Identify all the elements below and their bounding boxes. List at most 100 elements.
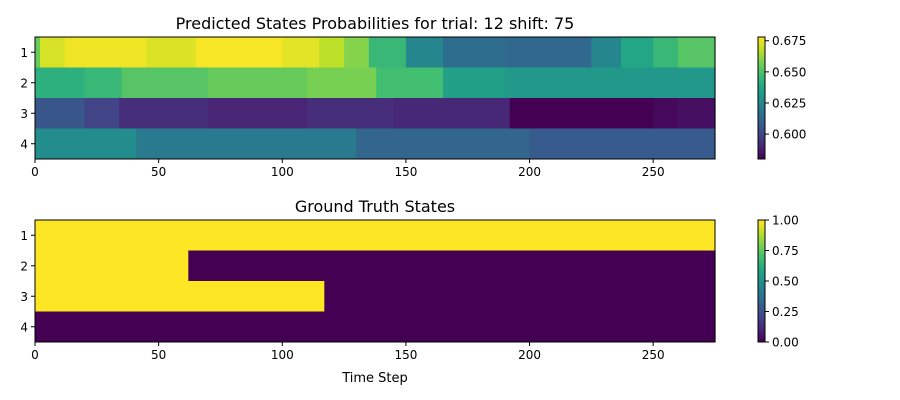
colorbar-tick-label: 0.650	[772, 65, 806, 79]
colorbar-gradient-step	[758, 45, 765, 48]
heatmap-cell-row3-seg1	[324, 281, 716, 312]
colorbar-gradient-step	[758, 104, 765, 107]
heatmap-cell-row2-seg7	[504, 67, 716, 99]
x-tick-label: 0	[31, 165, 39, 179]
colorbar-gradient-step	[758, 41, 765, 44]
colorbar-gradient-step	[758, 252, 765, 256]
colorbar-gradient-step	[758, 234, 765, 237]
y-tick-label: 4	[20, 320, 28, 334]
heatmap-cell-row3-seg3	[208, 98, 308, 129]
x-tick-label: 50	[151, 165, 166, 179]
colorbar-gradient-step	[758, 65, 765, 68]
colorbar-gradient-step	[758, 303, 765, 306]
colorbar-gradient-step	[758, 140, 765, 144]
heatmap-cell-row2-seg6	[443, 67, 506, 99]
heatmap-cell-row3-seg0	[35, 98, 86, 129]
x-tick-label: 0	[31, 348, 39, 362]
colorbar-gradient-step	[758, 93, 765, 97]
colorbar-gradient-step	[758, 240, 765, 243]
colorbar-frame	[757, 36, 766, 160]
colorbar-gradient-step	[758, 289, 765, 292]
colorbar-gradient-step	[758, 266, 765, 270]
heatmap-cell-row4-seg0	[35, 311, 716, 343]
colorbar-gradient-step	[758, 291, 765, 294]
colorbar-gradient-step	[758, 309, 765, 312]
colorbar-gradient-step	[758, 37, 765, 40]
bottom-heatmap-ticks: 0 50 100 150 200 250 1 2 3 4	[20, 229, 664, 362]
colorbar-gradient-step	[758, 228, 765, 231]
colorbar-gradient-step	[758, 270, 765, 274]
colorbar-gradient-step	[758, 83, 765, 87]
heatmap-cell-row3-seg7	[653, 98, 679, 129]
colorbar-gradient-step	[758, 254, 765, 258]
y-tick-label: 1	[20, 46, 28, 60]
colorbar-tick-label: 0.50	[772, 275, 799, 289]
colorbar-gradient-step	[758, 315, 765, 319]
colorbar-gradient-step	[758, 236, 765, 239]
colorbar-gradient-step	[758, 230, 765, 233]
colorbar-gradient-step	[758, 75, 765, 79]
colorbar-gradient-step	[758, 142, 765, 146]
colorbar-gradient-step	[758, 73, 765, 77]
colorbar-tick-label: 0.75	[772, 244, 799, 258]
colorbar-tick-label: 0.25	[772, 305, 799, 319]
x-tick-label: 150	[394, 165, 417, 179]
heatmap-cell-row1-seg7	[344, 37, 370, 68]
colorbar-gradient-step	[758, 87, 765, 91]
heatmap-cell-row4-seg2	[356, 128, 531, 160]
heatmap-cell-row2-seg4	[307, 67, 377, 99]
colorbar-gradient-step	[758, 100, 765, 103]
heatmap-cell-row1-seg1	[39, 37, 66, 68]
colorbar-gradient-step	[758, 116, 765, 119]
colorbar-gradient-step	[758, 220, 765, 223]
y-tick-label: 3	[20, 107, 28, 121]
colorbar-gradient-step	[758, 95, 765, 99]
heatmap-cell-row1-seg6	[319, 37, 345, 68]
colorbar-gradient-step	[758, 262, 765, 266]
colorbar-gradient-step	[758, 317, 765, 321]
heatmap-cell-row2-seg3	[208, 67, 308, 99]
heatmap-cell-row1-seg5	[282, 37, 320, 68]
colorbar-gradient-step	[758, 272, 765, 276]
colorbar-gradient-step	[758, 260, 765, 264]
heatmap-cell-row3-seg2	[119, 98, 209, 129]
colorbar-gradient-step	[758, 285, 765, 288]
heatmap-cell-row1-seg10	[443, 37, 506, 68]
colorbar-gradient-step	[758, 112, 765, 115]
x-tick-label: 250	[642, 165, 665, 179]
colorbar-gradient-step	[758, 297, 765, 300]
colorbar-gradient-step	[758, 248, 765, 251]
colorbar-gradient-step	[758, 51, 765, 54]
colorbar-gradient-step	[758, 148, 765, 152]
colorbar-gradient-step	[758, 299, 765, 302]
colorbar-tick-label: 0.600	[772, 128, 806, 142]
heatmap-cell-row3-seg0	[35, 281, 325, 312]
colorbar-gradient-step	[758, 238, 765, 241]
colorbar-gradient-step	[758, 335, 765, 339]
heatmap-cell-row1-seg11	[504, 37, 592, 68]
colorbar-gradient-step	[758, 307, 765, 310]
colorbar-gradient-step	[758, 71, 765, 75]
heatmap-cell-row1-seg3	[146, 37, 197, 68]
y-tick-label: 2	[20, 76, 28, 90]
colorbar-gradient-step	[758, 106, 765, 109]
top-heatmap-cells	[35, 37, 716, 160]
bottom-heatmap-xlabel: Time Step	[341, 371, 408, 386]
colorbar-gradient-step	[758, 124, 765, 127]
colorbar-gradient-step	[758, 114, 765, 117]
colorbar-gradient-step	[758, 222, 765, 225]
heatmap-cell-row4-seg0	[35, 128, 137, 160]
heatmap-cell-row3-seg8	[677, 98, 716, 129]
colorbar-gradient-step	[758, 55, 765, 58]
colorbar-gradient-step	[758, 313, 765, 317]
heatmap-cell-row1-seg13	[621, 37, 654, 68]
colorbar-gradient-step	[758, 276, 765, 280]
colorbar-tick-label: 0.675	[772, 34, 806, 48]
colorbar-gradient-step	[758, 293, 765, 296]
colorbar-gradient-step	[758, 120, 765, 123]
colorbar-gradient-step	[758, 67, 765, 71]
colorbar-gradient-step	[758, 39, 765, 42]
colorbar-gradient-step	[758, 329, 765, 333]
colorbar-gradient-step	[758, 156, 765, 160]
